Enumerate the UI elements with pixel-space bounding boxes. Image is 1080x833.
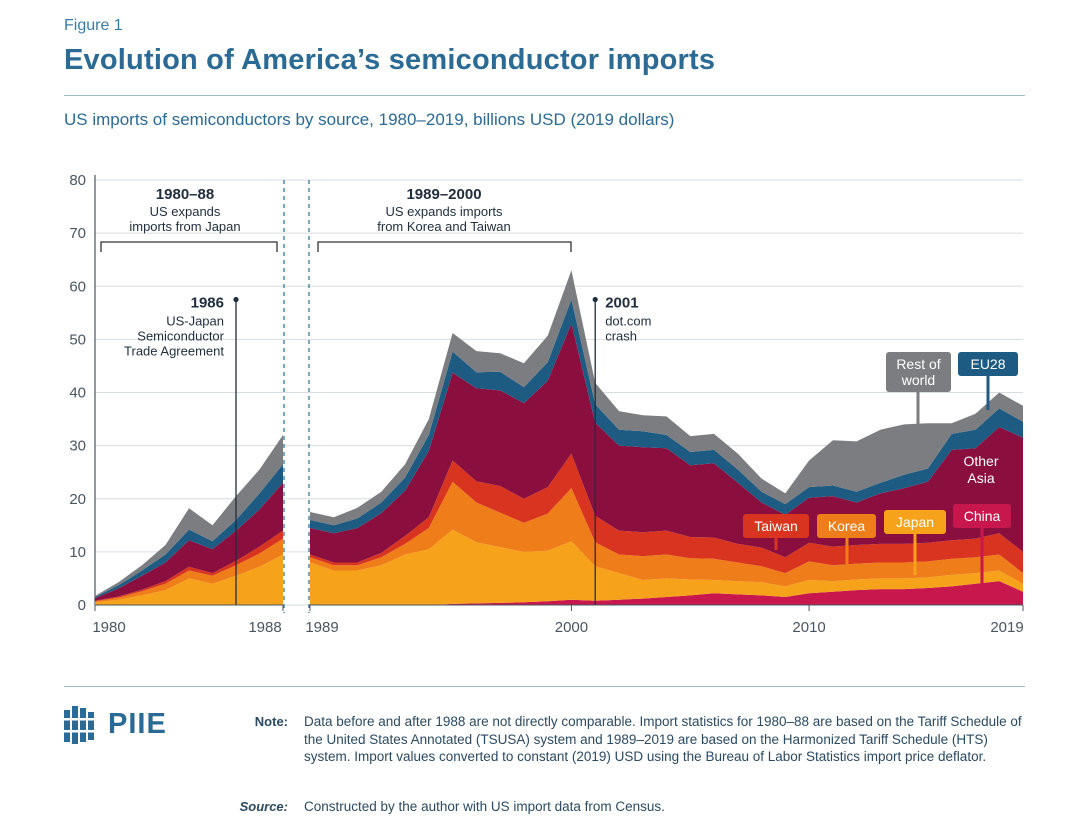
area-eu28-segment-2	[310, 299, 1023, 534]
area-china-segment-2	[310, 581, 1023, 605]
period-description: imports from Japan	[129, 219, 240, 234]
y-tick-label: 10	[69, 544, 86, 561]
series-label-box-korea	[817, 514, 876, 538]
x-tick-label: 2010	[792, 619, 825, 636]
event-description: US-Japan	[166, 314, 224, 329]
y-tick-label: 70	[69, 225, 86, 242]
piie-logo-icon	[62, 706, 98, 744]
area-series	[95, 270, 1023, 605]
series-label-japan: Japan	[896, 514, 934, 530]
event-label: 2001	[605, 295, 638, 312]
note-text: Data before and after 1988 are not direc…	[304, 714, 1022, 764]
event-description: Trade Agreement	[124, 344, 224, 359]
y-tick-label: 40	[69, 385, 86, 402]
event-label: 1986	[191, 295, 224, 312]
title-divider	[64, 95, 1025, 96]
series-label-box-japan	[884, 510, 946, 534]
period-label: 1980–88	[156, 186, 214, 203]
series-label-china: China	[964, 508, 1001, 524]
series-label-korea: Korea	[828, 518, 866, 534]
y-tick-label: 20	[69, 491, 86, 508]
event-description: crash	[605, 329, 637, 344]
chart-title: Evolution of America’s semiconductor imp…	[64, 44, 716, 76]
period-description: from Korea and Taiwan	[377, 219, 510, 234]
series-label-taiwan: Taiwan	[754, 518, 798, 534]
series-label-box-taiwan	[743, 514, 809, 538]
x-tick-label: 2019	[990, 619, 1023, 636]
event-description: dot.com	[605, 314, 651, 329]
area-korea-segment-1	[95, 538, 283, 603]
series-label-eu28: EU28	[970, 356, 1005, 372]
chart-subtitle: US imports of semiconductors by source, …	[64, 110, 675, 129]
area-japan-segment-2	[310, 529, 1023, 605]
y-tick-label: 60	[69, 278, 86, 295]
x-tick-label: 1989	[305, 619, 338, 636]
x-axis-ticks: 1980 1988 1989 2000 2010 2019	[92, 180, 1024, 636]
period-bracket	[100, 241, 278, 252]
series-label-box-eu28	[958, 352, 1018, 376]
area-eu28-segment-1	[95, 464, 283, 599]
x-tick-label: 2000	[555, 619, 588, 636]
y-tick-label: 0	[78, 597, 86, 614]
area-rest_of_world-segment-1	[95, 435, 283, 597]
series-label-rest_of_world: world	[901, 372, 935, 388]
logo-text: PIIE	[108, 708, 167, 740]
y-tick-label: 80	[69, 172, 86, 189]
y-tick-label: 50	[69, 331, 86, 348]
area-taiwan-segment-2	[310, 453, 1023, 574]
event-dot-2001	[592, 296, 598, 303]
area-other_asia-segment-2	[310, 323, 1023, 563]
series-label-other_asia: Other	[963, 453, 998, 469]
series-label-other_asia: Asia	[967, 470, 994, 486]
series-label-rest_of_world: Rest of	[896, 356, 940, 372]
area-korea-segment-2	[310, 481, 1023, 587]
y-axis-ticks: 0 10 20 30 40 50 60 70 80	[69, 172, 86, 614]
event-dot-1986	[233, 296, 239, 303]
period-description: US expands	[150, 204, 221, 219]
event-description: Semiconductor	[137, 329, 224, 344]
x-tick-label: 1988	[248, 619, 281, 636]
note-label: Note:	[254, 714, 288, 729]
figure-label: Figure 1	[64, 17, 123, 34]
period-description: US expands imports	[385, 204, 503, 219]
area-other_asia-segment-1	[95, 482, 283, 601]
footer-divider	[64, 686, 1025, 687]
source-text: Constructed by the author with US import…	[304, 799, 665, 814]
series-label-box-china	[953, 504, 1011, 528]
y-tick-label: 30	[69, 438, 86, 455]
period-label: 1989–2000	[406, 186, 481, 203]
source-label: Source:	[239, 799, 288, 814]
series-label-box-rest_of_world	[886, 352, 951, 392]
period-bracket	[317, 241, 572, 252]
area-rest_of_world-segment-2	[310, 270, 1023, 526]
x-tick-label: 1980	[92, 619, 125, 636]
